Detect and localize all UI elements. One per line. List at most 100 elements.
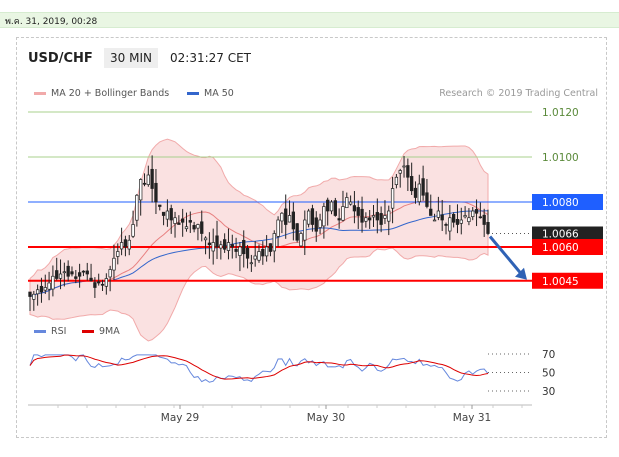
candle-body xyxy=(482,214,486,225)
candle-body xyxy=(100,283,105,286)
legend-ma20-label: MA 20 + Bollinger Bands xyxy=(51,88,170,99)
level-label: 1.0080 xyxy=(542,197,579,209)
rsi-swatch xyxy=(34,330,46,333)
candle-body xyxy=(356,207,360,216)
candle-body xyxy=(406,165,410,178)
candle-body xyxy=(413,187,418,198)
candle-body xyxy=(368,217,372,221)
candle-body xyxy=(264,246,269,257)
candle-body xyxy=(51,275,55,290)
candle-body xyxy=(272,233,276,252)
candle-body xyxy=(131,224,135,237)
candle-body xyxy=(108,269,112,278)
rsi-tick-label: 70 xyxy=(542,349,555,361)
legend-rsi-label: RSI xyxy=(51,326,67,337)
candle-body xyxy=(322,206,326,227)
level-label: 1.0060 xyxy=(542,242,579,254)
candle-body xyxy=(375,212,379,221)
date-label: พ.ค. 31, 2019, 00:28 xyxy=(5,17,98,27)
timeframe-badge[interactable]: 30 MIN xyxy=(104,48,158,68)
candle-body xyxy=(455,218,460,225)
candle-body xyxy=(192,225,196,230)
candle-body xyxy=(123,239,128,248)
level-label: 1.0045 xyxy=(542,276,579,288)
legend-rsi: RSI xyxy=(34,326,66,337)
candle-body xyxy=(215,235,219,248)
candle-body xyxy=(432,219,437,222)
candle-body xyxy=(478,216,483,219)
candle-body xyxy=(295,223,299,241)
bollinger-band xyxy=(29,138,489,342)
candle-body xyxy=(200,221,204,234)
candle-body xyxy=(486,221,490,234)
candle-body xyxy=(280,212,284,222)
rsi-tick-label: 30 xyxy=(542,386,555,398)
candle-body xyxy=(398,170,402,174)
candle-body xyxy=(268,243,273,252)
candle-body xyxy=(360,208,364,223)
candle-body xyxy=(223,239,227,250)
ma9-swatch xyxy=(82,330,94,333)
candle-body xyxy=(410,176,414,192)
candle-body xyxy=(383,215,387,219)
candle-body xyxy=(234,248,238,252)
candle-body xyxy=(314,217,318,232)
candle-body xyxy=(333,200,337,216)
level-badge xyxy=(532,194,603,210)
candle-body xyxy=(474,209,479,214)
candle-body xyxy=(85,270,89,275)
clock: 02:31:27 CET xyxy=(170,51,251,65)
candle-body xyxy=(196,224,200,229)
level-label: 1.0100 xyxy=(542,152,579,164)
last-price-badge xyxy=(532,226,603,241)
x-tick-label: May 31 xyxy=(453,412,491,424)
candle-body xyxy=(32,293,36,300)
legend-ma50: MA 50 xyxy=(187,88,234,99)
candle-body xyxy=(352,205,357,212)
legend-ma50-label: MA 50 xyxy=(204,88,234,99)
level-label: 1.0120 xyxy=(542,107,579,119)
candle-body xyxy=(402,165,406,168)
candle-body xyxy=(318,219,322,228)
candle-body xyxy=(364,217,368,222)
candle-body xyxy=(326,199,330,212)
ma50-swatch xyxy=(187,92,199,95)
candle-body xyxy=(207,242,212,246)
candle-body xyxy=(70,271,74,275)
copyright: Research © 2019 Trading Central xyxy=(439,88,598,99)
legend-ma9-label: 9MA xyxy=(99,326,120,337)
candle-body xyxy=(448,217,452,232)
candle-body xyxy=(161,211,166,216)
candle-body xyxy=(341,206,345,221)
candle-body xyxy=(173,217,177,224)
candle-body xyxy=(253,255,257,260)
forecast-arrow-shaft xyxy=(488,235,524,276)
candle-body xyxy=(74,276,78,279)
candle-body xyxy=(452,214,456,223)
candle-body xyxy=(77,272,82,277)
candle-body xyxy=(417,183,421,203)
level-badge xyxy=(532,239,603,255)
candle-body xyxy=(35,289,40,295)
candle-body xyxy=(345,197,349,209)
candle-body xyxy=(284,208,288,225)
candle-body xyxy=(142,182,147,185)
candle-body xyxy=(371,215,376,218)
candle-body xyxy=(379,213,383,225)
candle-body xyxy=(245,247,250,259)
candle-body xyxy=(47,282,51,290)
level-badge xyxy=(532,272,603,289)
candle-body xyxy=(39,285,44,293)
candle-body xyxy=(436,210,441,218)
legend-ma20: MA 20 + Bollinger Bands xyxy=(34,88,169,99)
candle-body xyxy=(203,237,208,241)
candle-body xyxy=(177,222,181,225)
candle-body xyxy=(467,217,471,222)
candle-body xyxy=(150,168,154,189)
candle-body xyxy=(425,192,429,207)
candle-body xyxy=(348,201,353,205)
ma20-swatch xyxy=(34,92,46,95)
candle-body xyxy=(93,282,97,288)
candle-body xyxy=(165,210,170,220)
